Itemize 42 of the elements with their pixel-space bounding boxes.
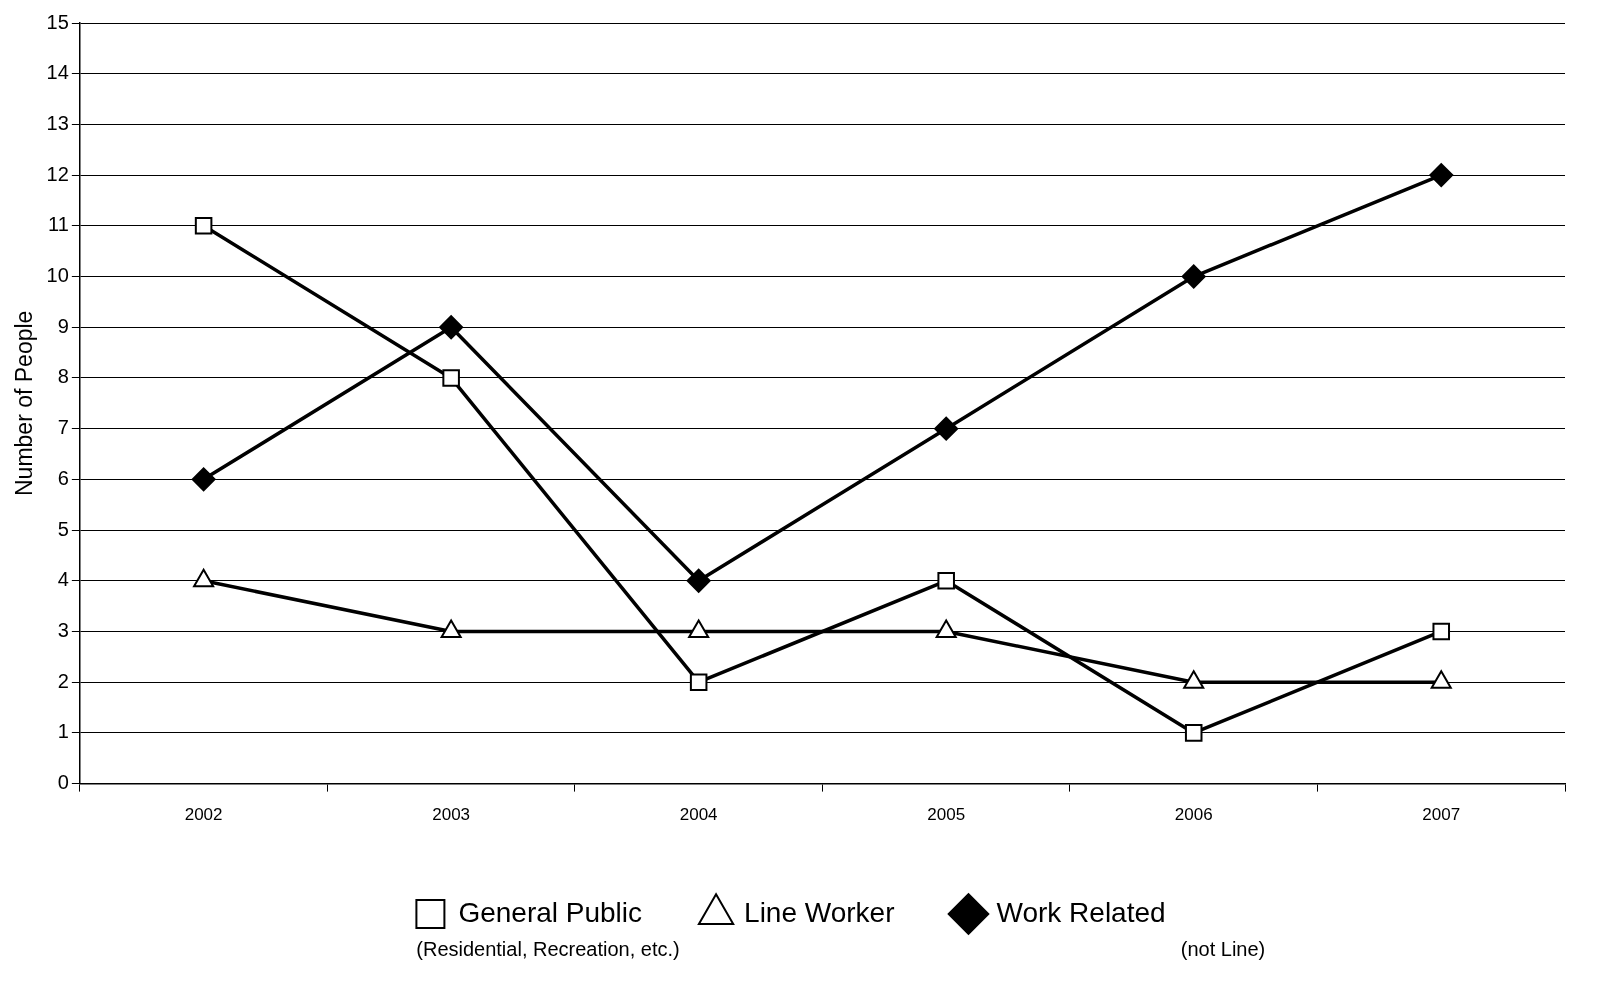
point bbox=[1430, 670, 1452, 689]
y-tick-label: 6 bbox=[57, 466, 69, 489]
point bbox=[439, 315, 464, 340]
x-tick-label: 2002 bbox=[184, 805, 223, 825]
point bbox=[934, 416, 959, 441]
point bbox=[442, 369, 460, 387]
point bbox=[194, 217, 213, 235]
y-axis-title: Number of People bbox=[11, 310, 38, 496]
point bbox=[1429, 163, 1454, 188]
y-tick-label: 5 bbox=[57, 517, 69, 540]
x-tick-label: 2007 bbox=[1422, 805, 1461, 825]
point bbox=[686, 568, 711, 593]
point bbox=[1432, 622, 1451, 641]
y-tick-label: 3 bbox=[57, 619, 69, 641]
legend-label: Line Worker bbox=[744, 896, 895, 928]
y-tick-label: 1 bbox=[57, 720, 69, 743]
point bbox=[689, 673, 708, 691]
y-tick-label: 12 bbox=[46, 162, 69, 185]
y-tick-label: 10 bbox=[46, 264, 69, 287]
x-tick-label: 2003 bbox=[432, 805, 471, 825]
text: (not Line) bbox=[1180, 938, 1266, 961]
point bbox=[1183, 670, 1205, 689]
y-tick-label: 8 bbox=[57, 365, 69, 388]
y-tick-label: 14 bbox=[46, 61, 69, 84]
point bbox=[1181, 264, 1206, 289]
y-tick-label: 15 bbox=[46, 10, 69, 33]
y-tick-label: 0 bbox=[57, 771, 69, 794]
text: (Residential, Recreation, etc.) bbox=[416, 938, 680, 961]
y-tick-label: 13 bbox=[46, 111, 69, 134]
legend-label: Work Related bbox=[996, 896, 1166, 928]
y-tick-label: 4 bbox=[57, 568, 69, 591]
point bbox=[1184, 724, 1203, 742]
x-tick-label: 2004 bbox=[679, 805, 718, 825]
y-tick-label: 2 bbox=[57, 669, 69, 692]
x-tick-label: 2006 bbox=[1174, 805, 1213, 825]
y-tick-label: 7 bbox=[57, 416, 69, 439]
y-tick-label: 9 bbox=[57, 314, 69, 337]
x-tick-label: 2005 bbox=[927, 805, 966, 825]
y-tick-label: 11 bbox=[48, 213, 69, 236]
point bbox=[191, 467, 216, 492]
point bbox=[937, 572, 955, 590]
legend-label: General Public bbox=[458, 896, 643, 928]
